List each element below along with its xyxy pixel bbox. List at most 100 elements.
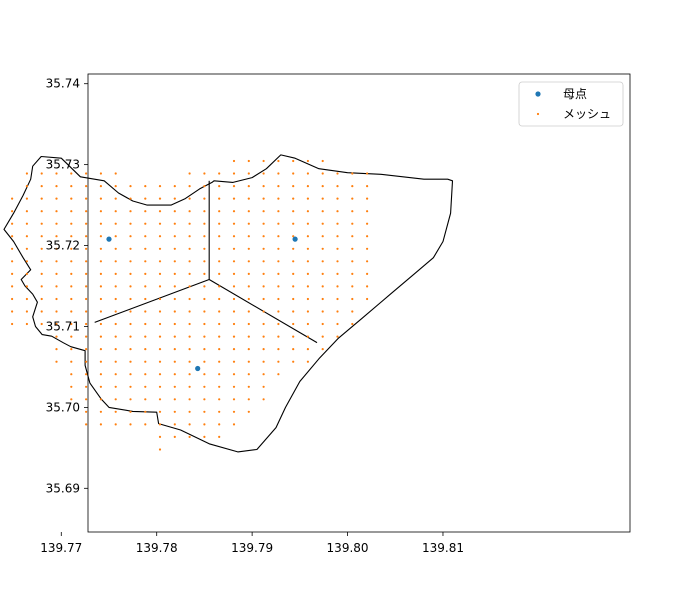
mesh-point bbox=[203, 423, 206, 426]
mesh-point bbox=[70, 210, 73, 213]
mesh-point bbox=[247, 247, 250, 250]
mesh-point bbox=[99, 335, 102, 338]
mesh-point bbox=[366, 235, 369, 238]
mesh-point bbox=[85, 385, 88, 388]
mesh-point bbox=[158, 197, 162, 200]
mesh-point bbox=[70, 360, 73, 363]
mesh-point bbox=[55, 235, 58, 238]
mesh-point bbox=[351, 185, 354, 188]
mesh-point bbox=[114, 222, 117, 225]
mesh-point bbox=[55, 297, 58, 301]
mesh-point bbox=[232, 322, 236, 326]
mesh-point bbox=[99, 222, 102, 225]
mesh-point bbox=[262, 398, 265, 401]
mesh-point bbox=[306, 322, 309, 326]
mesh-point bbox=[321, 348, 324, 351]
mesh-point bbox=[40, 272, 43, 275]
mesh-point bbox=[247, 285, 250, 288]
y-tick-label: 35.73 bbox=[46, 158, 80, 172]
mesh-point bbox=[114, 185, 117, 188]
mesh-point bbox=[144, 185, 147, 188]
mesh-point bbox=[85, 272, 88, 275]
mesh-point bbox=[366, 197, 369, 200]
mesh-point bbox=[232, 235, 236, 238]
mesh-point bbox=[247, 348, 250, 351]
mesh-point bbox=[114, 373, 117, 376]
mesh-point bbox=[129, 247, 132, 250]
mesh-point bbox=[366, 260, 369, 263]
mesh-point bbox=[262, 310, 265, 313]
mesh-point bbox=[158, 360, 162, 363]
seed-point bbox=[292, 236, 298, 242]
mesh-point bbox=[247, 398, 250, 401]
mesh-point bbox=[158, 398, 162, 401]
mesh-point bbox=[70, 373, 73, 376]
mesh-point bbox=[203, 322, 206, 326]
mesh-point bbox=[99, 172, 102, 175]
mesh-point bbox=[203, 247, 206, 250]
mesh-point bbox=[129, 335, 132, 338]
mesh-point bbox=[70, 310, 73, 313]
mesh-point bbox=[292, 172, 295, 175]
mesh-point bbox=[25, 285, 28, 288]
legend-box bbox=[518, 81, 624, 127]
mesh-point bbox=[129, 348, 132, 351]
mesh-point bbox=[321, 247, 324, 250]
mesh-point bbox=[114, 197, 117, 200]
mesh-point bbox=[218, 435, 221, 438]
mesh-point bbox=[203, 360, 206, 363]
mesh-point bbox=[129, 310, 132, 313]
mesh-point bbox=[188, 360, 191, 363]
mesh-point bbox=[99, 235, 102, 238]
mesh-point bbox=[99, 373, 102, 376]
mesh-point bbox=[218, 260, 221, 263]
mesh-point bbox=[70, 322, 73, 326]
mesh-point bbox=[129, 260, 132, 263]
mesh-point bbox=[247, 360, 250, 363]
mesh-point bbox=[218, 297, 221, 301]
mesh-point bbox=[40, 260, 43, 263]
mesh-point bbox=[218, 222, 221, 225]
mesh-point bbox=[277, 185, 280, 188]
mesh-point bbox=[40, 247, 43, 250]
mesh-point bbox=[262, 260, 265, 263]
mesh-point bbox=[351, 197, 354, 200]
mesh-point bbox=[188, 185, 191, 188]
mesh-point bbox=[70, 197, 73, 200]
mesh-point bbox=[144, 222, 147, 225]
mesh-point bbox=[55, 185, 58, 188]
y-tick-label: 35.74 bbox=[46, 77, 80, 91]
mesh-point bbox=[114, 172, 117, 175]
mesh-point bbox=[277, 247, 280, 250]
mesh-point bbox=[70, 247, 73, 250]
mesh-point bbox=[144, 310, 147, 313]
mesh-point bbox=[40, 172, 43, 175]
mesh-point bbox=[129, 197, 132, 200]
mesh-point bbox=[85, 398, 88, 401]
mesh-point bbox=[188, 435, 191, 438]
mesh-point bbox=[40, 222, 43, 225]
mesh-point bbox=[144, 398, 147, 401]
mesh-point bbox=[277, 172, 280, 175]
mesh-point bbox=[173, 335, 176, 338]
mesh-point bbox=[277, 210, 280, 213]
mesh-point bbox=[144, 285, 147, 288]
mesh-point bbox=[262, 272, 265, 275]
mesh-point bbox=[11, 222, 14, 225]
mesh-point bbox=[262, 297, 265, 301]
mesh-point bbox=[366, 285, 369, 288]
mesh-point bbox=[85, 185, 88, 188]
mesh-point bbox=[85, 360, 88, 363]
mesh-point bbox=[70, 285, 73, 288]
mesh-point bbox=[114, 272, 117, 275]
mesh-point bbox=[306, 210, 309, 213]
mesh-point bbox=[99, 423, 102, 426]
mesh-point bbox=[262, 159, 265, 163]
mesh-point bbox=[85, 260, 88, 263]
mesh-point bbox=[306, 247, 309, 250]
legend-label-mesh: メッシュ bbox=[563, 107, 611, 121]
mesh-point bbox=[292, 310, 295, 313]
mesh-point bbox=[99, 272, 102, 275]
mesh-point bbox=[25, 272, 28, 275]
mesh-point bbox=[158, 385, 162, 388]
